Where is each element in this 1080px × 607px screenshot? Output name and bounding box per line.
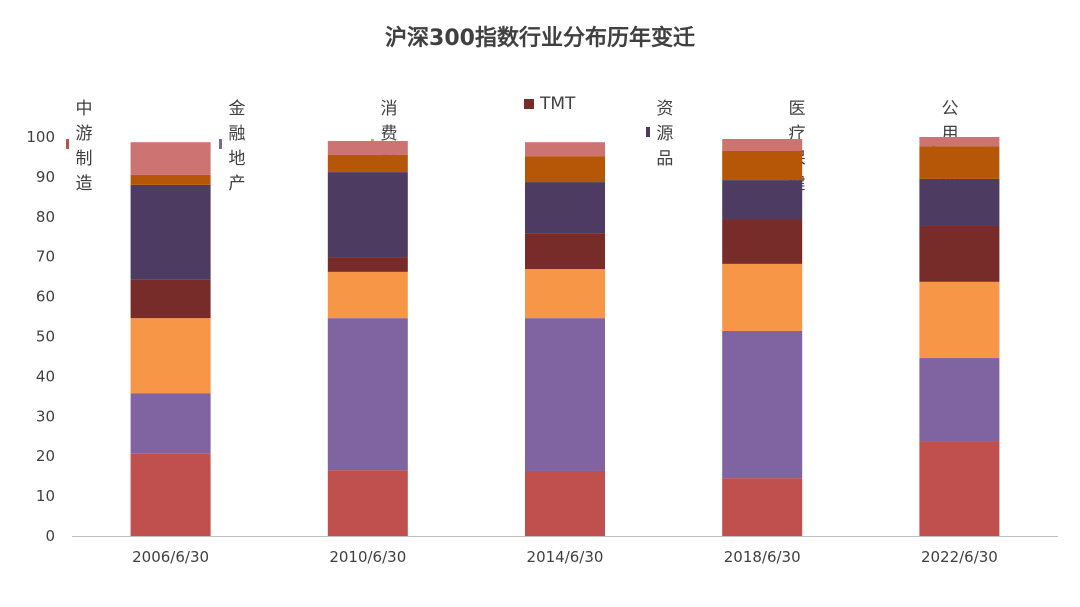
bar-segment xyxy=(722,330,803,479)
y-tick-label: 0 xyxy=(45,527,55,545)
y-tick-label: 20 xyxy=(36,447,55,465)
bar-segment xyxy=(722,219,803,264)
bar-segment xyxy=(722,263,803,331)
y-tick-label: 90 xyxy=(36,168,55,186)
bar-segment xyxy=(525,470,605,536)
y-tick-label: 40 xyxy=(36,367,55,385)
bar-segment xyxy=(919,358,1000,442)
bar-segment xyxy=(327,172,408,258)
bar-segment xyxy=(919,281,1000,359)
legend-swatch xyxy=(219,139,223,149)
legend-label: 中游制造 xyxy=(75,99,93,194)
bar-segment xyxy=(525,156,605,183)
x-tick-label: 2018/6/30 xyxy=(724,548,801,566)
x-tick-label: 2014/6/30 xyxy=(527,548,604,566)
bar-segment xyxy=(525,182,605,234)
x-tick-label: 2010/6/30 xyxy=(329,548,406,566)
legend-item: TMT xyxy=(524,94,575,114)
bar-segment xyxy=(525,269,605,319)
legend-label: 资源品 xyxy=(656,99,674,169)
bar-segment xyxy=(722,478,803,536)
chart-title: 沪深300指数行业分布历年变迁 xyxy=(385,26,695,51)
bar-segment xyxy=(327,154,408,173)
bar-segment xyxy=(722,138,803,151)
bar-segment xyxy=(327,318,408,471)
bar-segment xyxy=(919,225,1000,282)
bar-segment xyxy=(327,470,408,536)
y-tick-label: 10 xyxy=(36,487,55,505)
legend-label: 金融地产 xyxy=(228,99,246,194)
y-tick-label: 60 xyxy=(36,288,55,306)
y-tick-label: 50 xyxy=(36,328,55,346)
bar-segment xyxy=(919,137,1000,147)
y-tick-label: 100 xyxy=(26,128,55,146)
legend-swatch xyxy=(646,126,651,137)
bar-segment xyxy=(722,150,803,181)
bar-segment xyxy=(525,142,605,157)
bar-segment xyxy=(919,146,1000,179)
bar-segment xyxy=(130,279,211,319)
bar-segment xyxy=(525,318,605,471)
bar-segment xyxy=(919,441,1000,536)
legend-swatch xyxy=(524,99,534,109)
bar-segment xyxy=(130,393,211,454)
bar-segment xyxy=(327,140,408,155)
y-tick-label: 30 xyxy=(36,407,55,425)
x-tick-label: 2006/6/30 xyxy=(132,548,209,566)
y-tick-label: 80 xyxy=(36,208,55,226)
bar-segment xyxy=(525,233,605,270)
bar-segment xyxy=(327,271,408,319)
bar-segment xyxy=(130,318,211,394)
bar-segment xyxy=(722,180,803,220)
bar-segment xyxy=(130,184,211,280)
legend-label: TMT xyxy=(540,94,576,114)
x-tick-label: 2022/6/30 xyxy=(921,548,998,566)
bar-segment xyxy=(130,453,211,536)
legend-item: 金融地产 xyxy=(219,94,252,194)
legend-item: 资源品 xyxy=(646,94,679,169)
bar-segment xyxy=(130,174,211,185)
y-tick-label: 70 xyxy=(36,248,55,266)
legend-item: 中游制造 xyxy=(66,94,99,194)
legend-swatch xyxy=(66,139,70,149)
bar-segment xyxy=(130,142,211,175)
bar-segment xyxy=(919,178,1000,226)
bar-segment xyxy=(327,257,408,272)
